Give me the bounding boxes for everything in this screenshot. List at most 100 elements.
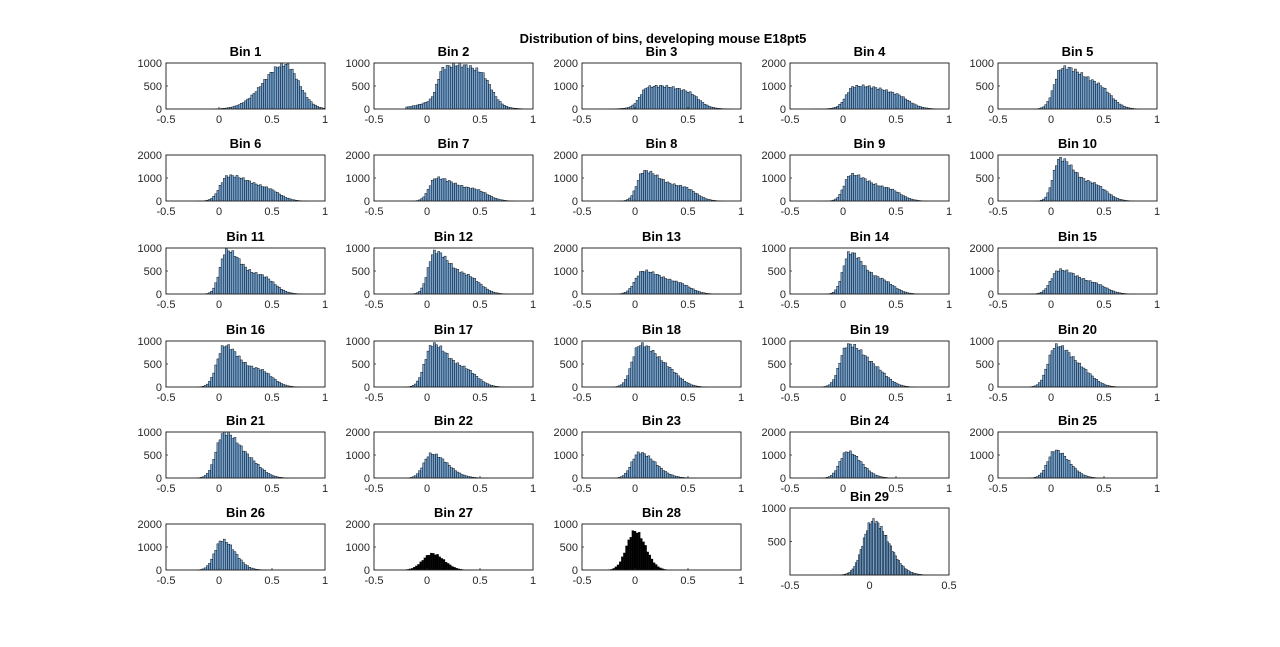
histogram-bar: [901, 565, 904, 576]
y-tick-label: 1000: [346, 450, 370, 462]
histogram-bar: [1076, 362, 1079, 388]
histogram-bar: [668, 474, 672, 479]
histogram-bar: [231, 549, 235, 571]
histogram-bar: [1069, 356, 1073, 388]
histogram-bar: [212, 372, 215, 388]
y-tick-label: 1000: [554, 519, 578, 531]
x-tick-label: 0: [840, 206, 846, 218]
histogram-bar: [231, 438, 235, 479]
y-tick-label: 1000: [138, 58, 162, 70]
histogram-bar: [492, 197, 496, 202]
histogram-bar: [640, 538, 643, 571]
histogram-bar: [859, 86, 863, 110]
histogram-bar: [1065, 69, 1069, 110]
histogram-bar: [1076, 71, 1079, 110]
subplot-title: Bin 19: [850, 322, 889, 337]
histogram-bar: [1076, 172, 1079, 202]
histogram-bar: [1042, 470, 1045, 479]
x-tick-label: 1: [738, 575, 744, 587]
histogram-bar: [1044, 196, 1047, 202]
histogram-bar: [872, 518, 875, 576]
subplot-title: Bin 1: [230, 44, 262, 59]
histogram-bar: [1093, 182, 1096, 202]
histogram-bar: [869, 523, 872, 576]
histogram-bar: [689, 189, 693, 202]
histogram-bar: [428, 345, 432, 388]
histogram-bar: [435, 344, 438, 388]
histogram-bar: [229, 252, 232, 295]
histogram-bar: [836, 465, 839, 479]
histogram-bar: [212, 459, 215, 479]
histogram-bar: [1050, 180, 1054, 202]
histogram-bar: [655, 274, 659, 295]
subplot-title: Bin 22: [434, 413, 473, 428]
histogram-bar: [643, 271, 646, 295]
histogram-bar: [1105, 91, 1109, 110]
histogram-bar: [872, 275, 876, 295]
histogram-bar: [1122, 106, 1126, 110]
histogram-bar: [1071, 169, 1075, 202]
histogram-bar: [460, 66, 464, 110]
histogram-bar: [484, 382, 487, 388]
histogram-bar: [484, 78, 487, 110]
histogram-bar: [858, 554, 861, 576]
y-tick-label: 0: [572, 289, 578, 301]
x-tick-label: 0: [1048, 299, 1054, 311]
histogram-bar: [1086, 76, 1090, 110]
y-tick-label: 1000: [970, 58, 994, 70]
histogram-bar: [276, 381, 279, 388]
histogram-bar: [653, 274, 657, 295]
histogram-bar: [303, 92, 307, 110]
histogram-bar: [857, 460, 861, 479]
histogram-bar: [834, 289, 837, 295]
histogram-bar: [660, 467, 663, 479]
histogram-bar: [212, 195, 215, 202]
x-tick-label: 0: [424, 114, 430, 126]
histogram-bar: [441, 257, 445, 295]
histogram-bar: [664, 471, 668, 479]
histogram-bar: [214, 282, 218, 295]
histogram-bar: [897, 192, 901, 202]
histogram-bar: [452, 360, 455, 388]
histogram-bar: [1042, 374, 1045, 388]
histogram-bar: [647, 346, 651, 388]
histogram-bar: [684, 90, 688, 110]
histogram-bar: [834, 470, 837, 479]
histogram-bar: [688, 91, 692, 110]
histogram-bar: [1097, 185, 1100, 202]
histogram-bar: [870, 521, 873, 576]
histogram-bar: [853, 175, 856, 202]
y-tick-label: 0: [988, 196, 994, 208]
histogram-bar: [462, 64, 466, 110]
histogram-bar: [679, 184, 682, 202]
histogram-bar: [431, 346, 434, 388]
histogram-bar: [844, 347, 848, 388]
histogram-bar: [456, 362, 460, 388]
histogram-bar: [447, 358, 451, 388]
histogram-bar: [677, 282, 680, 295]
histogram-bar: [1052, 273, 1056, 295]
histogram-bar: [227, 250, 230, 295]
histogram-bar: [464, 64, 468, 110]
histogram-bar: [887, 281, 890, 295]
histogram-bar: [441, 458, 445, 479]
histogram-bar: [863, 178, 867, 202]
y-tick-label: 500: [144, 266, 162, 278]
y-tick-label: 1000: [138, 173, 162, 185]
histogram-bar: [690, 94, 694, 110]
histogram-bar: [256, 274, 260, 295]
x-tick-label: -0.5: [365, 483, 384, 495]
histogram-bar: [227, 543, 230, 571]
histogram-bar: [842, 452, 846, 479]
histogram-bar: [1074, 275, 1077, 295]
histogram-bar: [692, 191, 695, 202]
x-tick-label: 0.5: [472, 299, 487, 311]
histogram-bar: [467, 68, 470, 110]
histogram-bar: [838, 461, 842, 479]
y-tick-label: 500: [144, 359, 162, 371]
x-tick-label: 1: [322, 483, 328, 495]
histogram-bar: [618, 561, 622, 571]
